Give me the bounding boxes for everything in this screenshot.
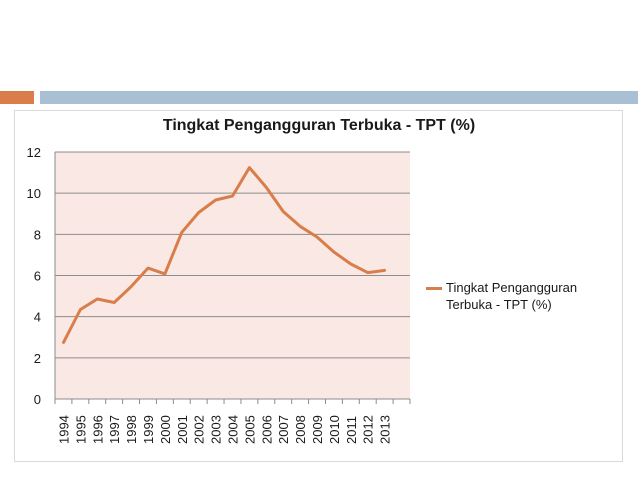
y-tick-label: 6 (34, 269, 41, 284)
x-tick-label: 1997 (107, 415, 122, 444)
chart-frame (14, 110, 623, 462)
data-point (333, 251, 335, 253)
x-tick-label: 2001 (175, 415, 190, 444)
y-tick-label: 10 (27, 186, 41, 201)
x-tick-label: 1995 (73, 415, 88, 444)
data-point (248, 167, 250, 169)
data-point (113, 301, 115, 303)
x-tick-label: 2007 (276, 415, 291, 444)
x-tick-label: 1998 (124, 415, 139, 444)
y-tick-label: 8 (34, 227, 41, 242)
legend-swatch (426, 287, 442, 290)
data-point (62, 341, 64, 343)
slide-accent-bar-blue (40, 91, 638, 104)
data-point (265, 186, 267, 188)
x-tick-label: 2006 (259, 415, 274, 444)
data-point (299, 225, 301, 227)
data-point (215, 199, 217, 201)
x-tick-label: 2012 (361, 415, 376, 444)
data-point (164, 273, 166, 275)
x-tick-label: 2003 (209, 415, 224, 444)
legend-label: Tingkat Pengangguran Terbuka - TPT (%) (446, 280, 578, 312)
data-point (96, 298, 98, 300)
y-tick-label: 2 (34, 351, 41, 366)
data-point (130, 286, 132, 288)
data-point (282, 210, 284, 212)
x-tick-label: 2004 (226, 415, 241, 444)
y-tick-label: 0 (34, 392, 41, 407)
series-line (62, 166, 387, 344)
data-point (147, 267, 149, 269)
data-point (198, 212, 200, 214)
data-point (367, 272, 369, 274)
x-tick-label: 1994 (56, 415, 71, 444)
x-tick-label: 1999 (141, 415, 156, 444)
data-point (350, 263, 352, 265)
x-tick-label: 2011 (344, 416, 359, 444)
x-tick-label: 2009 (310, 415, 325, 444)
x-tick-label: 2010 (327, 415, 342, 444)
y-tick-label: 12 (27, 145, 41, 160)
y-tick-label: 4 (34, 310, 41, 325)
data-point (181, 231, 183, 233)
x-tick-label: 1996 (90, 415, 105, 444)
data-point (316, 236, 318, 238)
x-tick-label: 2008 (293, 415, 308, 444)
x-tick-label: 2005 (242, 415, 257, 444)
x-tick-label: 2000 (158, 415, 173, 444)
slide-accent-bar-orange (0, 91, 34, 104)
data-point (232, 195, 233, 197)
x-tick-label: 2002 (192, 415, 207, 444)
legend: Tingkat Pengangguran Terbuka - TPT (%) (426, 279, 626, 313)
data-point (79, 308, 81, 310)
x-tick-label: 2013 (378, 415, 393, 444)
chart-title: Tingkat Pengangguran Terbuka - TPT (%) (162, 117, 476, 134)
data-point (384, 269, 386, 271)
